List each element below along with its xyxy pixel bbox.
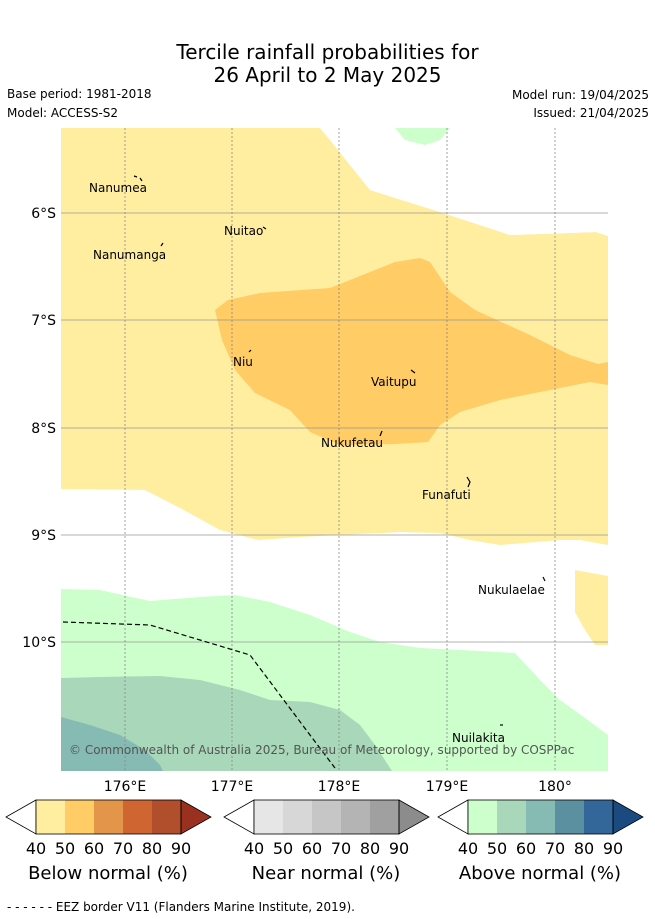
colorbar-tick-label: 40 — [244, 839, 264, 858]
colorbar-title-above: Above normal (%) — [458, 863, 622, 884]
place-nanumea: Nanumea — [89, 181, 147, 195]
colorbar-swatch — [254, 800, 283, 834]
colorbar-tick-label: 40 — [458, 839, 478, 858]
colorbar-tick-label: 90 — [171, 839, 191, 858]
issued-label: Issued: 21/04/2025 — [533, 106, 649, 120]
place-vaitupu: Vaitupu — [371, 375, 417, 389]
island-marks — [133, 175, 546, 726]
map-title-line2: 26 April to 2 May 2025 — [213, 63, 442, 87]
colorbar-swatch — [341, 800, 370, 834]
colorbar-swatch — [584, 800, 613, 834]
colorbar-tick-label: 50 — [55, 839, 75, 858]
colorbar-tick-label: 60 — [516, 839, 536, 858]
colorbar-tick-label: 40 — [26, 839, 46, 858]
colorbar-tick-label: 60 — [302, 839, 322, 858]
place-nuilakita: Nuilakita — [452, 731, 505, 745]
colorbar-swatch — [123, 800, 152, 834]
colorbars: 40 50 60 70 80 90 40 50 60 70 80 90 40 50 60 70 80 90 — [5, 799, 644, 858]
colorbar-extend-high — [612, 799, 644, 835]
colorbar-swatch — [526, 800, 555, 834]
longitude-labels: 176°E 177°E 178°E 179°E 180° — [104, 779, 572, 795]
above-normal-50-region — [61, 676, 392, 771]
colorbar-extend-high — [180, 799, 212, 835]
above-normal-top-patch — [395, 128, 450, 145]
place-nuitao: Nuitao — [224, 224, 263, 238]
colorbar-swatch — [36, 800, 65, 834]
eez-border-line — [62, 621, 336, 769]
colorbar-swatch — [65, 800, 94, 834]
lon-label: 178°E — [318, 779, 361, 795]
copyright-notice: © Commonwealth of Australia 2025, Bureau… — [69, 743, 574, 757]
latitude-gridlines — [61, 212, 608, 643]
lon-label: 177°E — [211, 779, 254, 795]
latitude-labels: 6°S 7°S 8°S 9°S 10°S — [22, 206, 56, 651]
colorbar-2: 40 50 60 70 80 90 — [437, 799, 644, 858]
longitude-gridlines — [124, 128, 556, 771]
below-normal-50-region — [215, 258, 608, 445]
lat-label: 6°S — [31, 206, 56, 222]
colorbar-extend-high — [398, 799, 430, 835]
colorbar-tick-label: 80 — [574, 839, 594, 858]
lon-label: 179°E — [426, 779, 469, 795]
lat-label: 9°S — [31, 528, 56, 544]
colorbar-swatch — [312, 800, 341, 834]
colorbar-swatch — [468, 800, 497, 834]
place-nukufetau: Nukufetau — [321, 436, 383, 450]
lat-label: 7°S — [31, 313, 56, 329]
colorbar-title-below: Below normal (%) — [28, 863, 188, 884]
place-nukulaelae: Nukulaelae — [478, 583, 545, 597]
place-niu: Niu — [233, 355, 253, 369]
colorbar-0: 40 50 60 70 80 90 — [5, 799, 212, 858]
colorbar-swatch — [370, 800, 399, 834]
colorbar-swatch — [555, 800, 584, 834]
colorbar-tick-label: 80 — [142, 839, 162, 858]
lat-label: 8°S — [31, 421, 56, 437]
colorbar-swatch — [497, 800, 526, 834]
lon-label: 180° — [538, 779, 572, 795]
colorbar-swatch — [152, 800, 181, 834]
place-funafuti: Funafuti — [422, 488, 471, 502]
colorbar-tick-label: 60 — [84, 839, 104, 858]
colorbar-swatch — [283, 800, 312, 834]
lon-label: 176°E — [104, 779, 147, 795]
colorbar-tick-label: 70 — [331, 839, 351, 858]
colorbar-tick-label: 90 — [389, 839, 409, 858]
lat-label: 10°S — [22, 635, 56, 651]
colorbar-title-near: Near normal (%) — [251, 863, 401, 884]
base-period-label: Base period: 1981-2018 — [7, 87, 152, 101]
colorbar-tick-label: 70 — [113, 839, 133, 858]
colorbar-tick-label: 90 — [603, 839, 623, 858]
eez-footnote: - - - - - - EEZ border V11 (Flanders Mar… — [7, 900, 355, 914]
colorbar-tick-label: 80 — [360, 839, 380, 858]
colorbar-swatch — [94, 800, 123, 834]
colorbar-tick-label: 50 — [273, 839, 293, 858]
map-title-line1: Tercile rainfall probabilities for — [176, 40, 479, 64]
place-nanumanga: Nanumanga — [93, 248, 166, 262]
above-normal-60-region — [61, 717, 163, 771]
colorbar-extend-low — [223, 799, 255, 835]
colorbar-extend-low — [437, 799, 469, 835]
colorbar-1: 40 50 60 70 80 90 — [223, 799, 430, 858]
model-run-label: Model run: 19/04/2025 — [511, 88, 649, 102]
colorbar-tick-label: 50 — [487, 839, 507, 858]
colorbar-extend-low — [5, 799, 37, 835]
colorbar-tick-label: 70 — [545, 839, 565, 858]
map-area — [61, 128, 608, 771]
model-label: Model: ACCESS-S2 — [7, 106, 119, 120]
